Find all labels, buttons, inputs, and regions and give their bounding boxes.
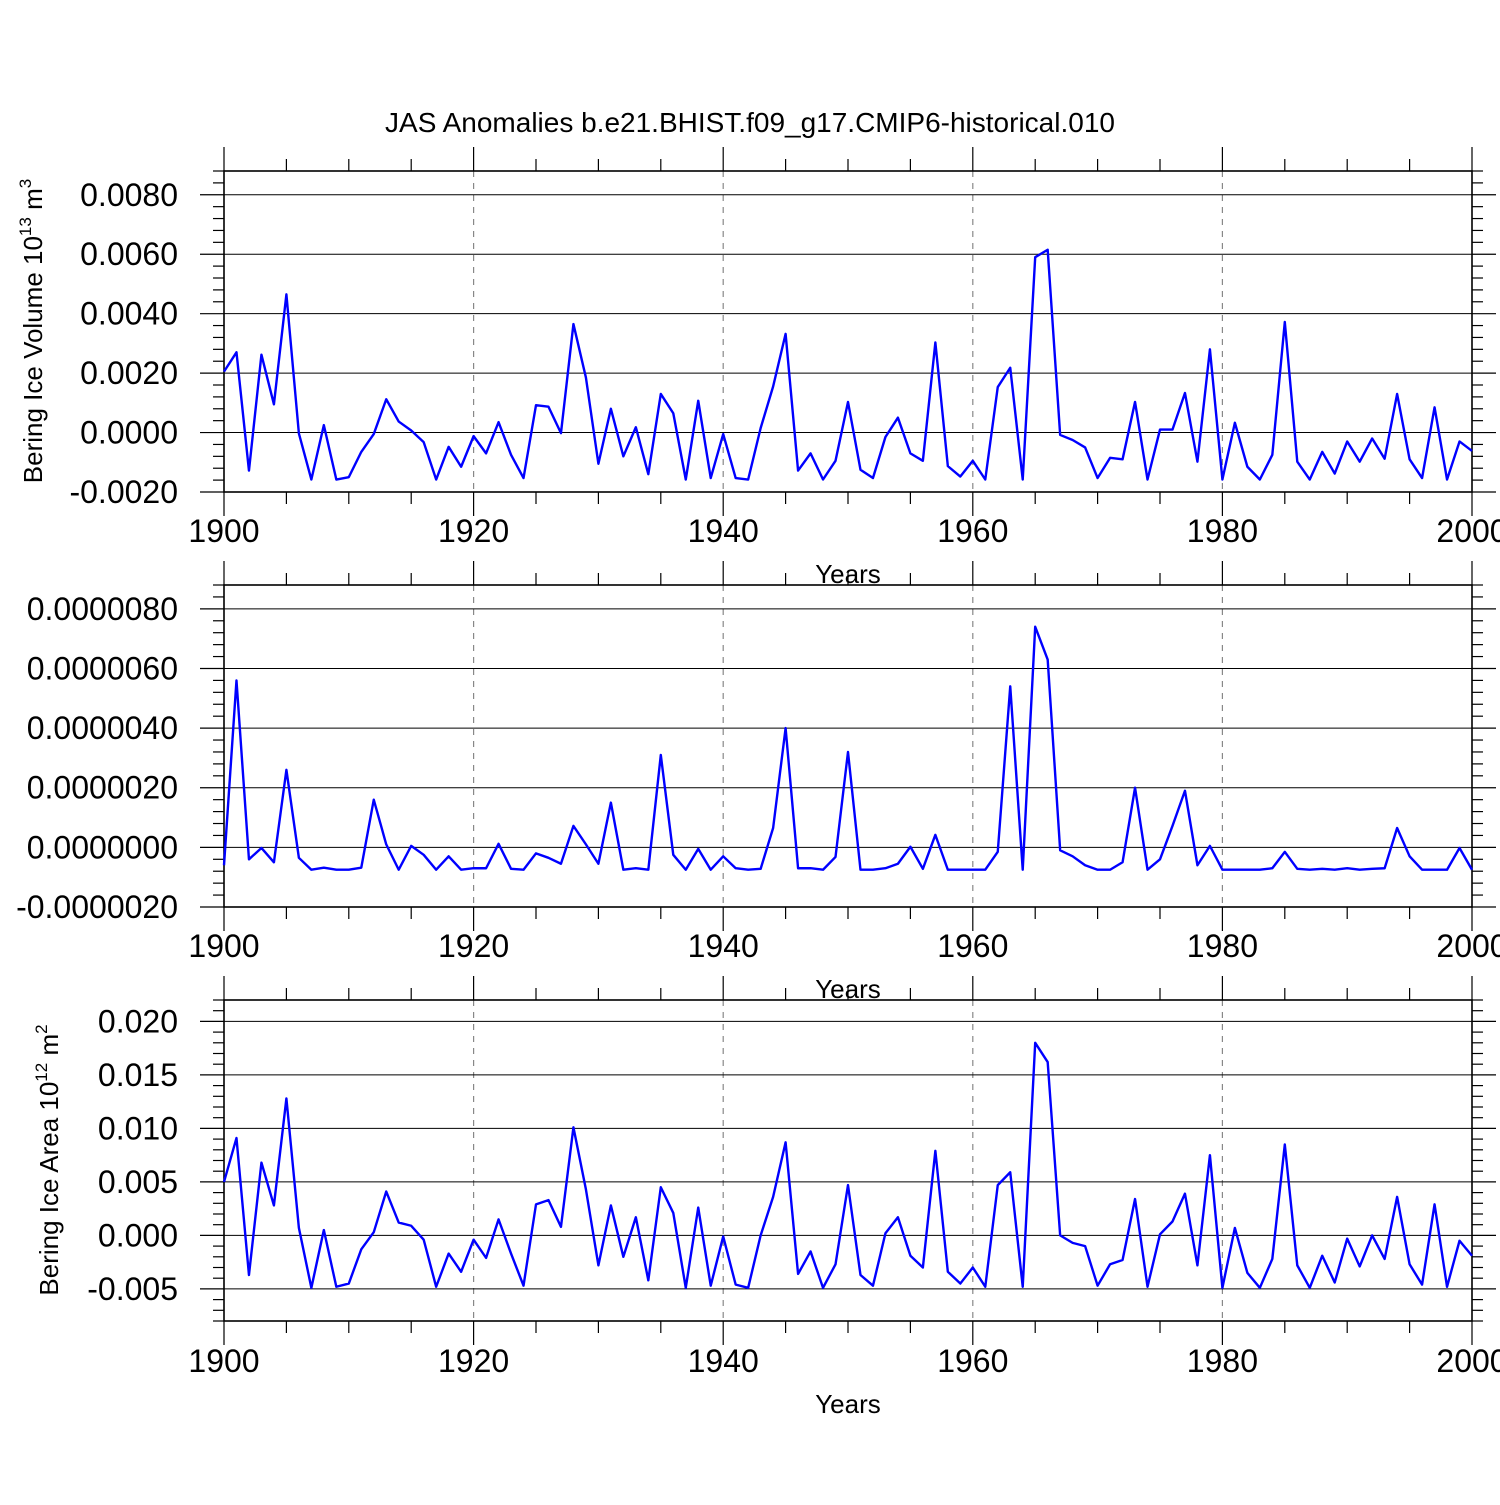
- x-tick-label: 1980: [1187, 1343, 1258, 1379]
- plot-frame: [224, 1000, 1472, 1321]
- x-tick-label: 1900: [188, 513, 259, 549]
- y-tick-label: 0.0000000: [27, 829, 178, 865]
- y-tick-label: 0.0040: [80, 296, 178, 332]
- x-tick-label: 1920: [438, 928, 509, 964]
- y-tick-label: 0.015: [98, 1057, 178, 1093]
- main-title: JAS Anomalies b.e21.BHIST.f09_g17.CMIP6-…: [385, 107, 1115, 138]
- y-axis-label-unit-sup: 3: [16, 179, 35, 188]
- series-line: [224, 1043, 1472, 1288]
- y-tick-label: 0.0000: [80, 415, 178, 451]
- y-axis-label-unit-sup: 2: [32, 1024, 51, 1033]
- x-tick-label: 1960: [937, 1343, 1008, 1379]
- panel-3: 1900 1920 1940 1960 1980 2000 -0.005 0.000 0.005…: [32, 976, 1500, 1419]
- y-tick-label: 0.0000040: [27, 710, 178, 746]
- y-tick-label: 0.005: [98, 1164, 178, 1200]
- panel-1: 1900 1920 1940 1960 1980 2000 -0.0020 0.0000 0.0…: [16, 147, 1500, 589]
- x-tick-label: 1940: [688, 1343, 759, 1379]
- x-tick-label: 1900: [188, 1343, 259, 1379]
- y-tick-label: -0.0000020: [16, 889, 178, 925]
- x-tick-label: 2000: [1436, 928, 1500, 964]
- y-axis-label-unit: m: [18, 188, 48, 217]
- y-tick-label: 0.0000020: [27, 770, 178, 806]
- x-tick-label: 1960: [937, 513, 1008, 549]
- series-line: [224, 627, 1472, 870]
- y-tick-label: 0.010: [98, 1110, 178, 1146]
- y-tick-label: 0.0060: [80, 236, 178, 272]
- x-axis-label: Years: [815, 1389, 881, 1419]
- x-tick-label: 1960: [937, 928, 1008, 964]
- panel-2: 1900 1920 1940 1960 1980 2000 -0.0000020 0.0000…: [16, 561, 1500, 1004]
- y-tick-label: 0.0000080: [27, 591, 178, 627]
- y-axis-label: Bering Ice Volume 1013 m3: [16, 179, 48, 483]
- series-line: [224, 250, 1472, 480]
- y-tick-label: 0.0020: [80, 355, 178, 391]
- x-tick-label: 1980: [1187, 513, 1258, 549]
- y-tick-label: -0.005: [87, 1271, 178, 1307]
- x-tick-label: 1980: [1187, 928, 1258, 964]
- plot-frame: [224, 585, 1472, 907]
- y-axis-label-sup: 12: [32, 1063, 51, 1082]
- x-tick-label: 1940: [688, 513, 759, 549]
- x-tick-label: 1920: [438, 1343, 509, 1379]
- y-tick-label: -0.0020: [69, 474, 178, 510]
- y-axis-label: Bering Ice Area 1012 m2: [32, 1024, 64, 1295]
- x-tick-label: 2000: [1436, 1343, 1500, 1379]
- y-axis-label-unit: m: [34, 1034, 64, 1063]
- y-tick-label: 0.000: [98, 1217, 178, 1253]
- y-axis-label-main: Bering Ice Area 10: [34, 1082, 64, 1296]
- y-axis-label-main: Bering Ice Volume 10: [18, 236, 48, 483]
- x-tick-label: 1900: [188, 928, 259, 964]
- y-tick-label: 0.0080: [80, 177, 178, 213]
- x-tick-label: 2000: [1436, 513, 1500, 549]
- x-tick-label: 1940: [688, 928, 759, 964]
- y-tick-label: 0.020: [98, 1003, 178, 1039]
- y-axis-label-sup: 13: [16, 217, 35, 236]
- x-tick-label: 1920: [438, 513, 509, 549]
- y-tick-label: 0.0000060: [27, 650, 178, 686]
